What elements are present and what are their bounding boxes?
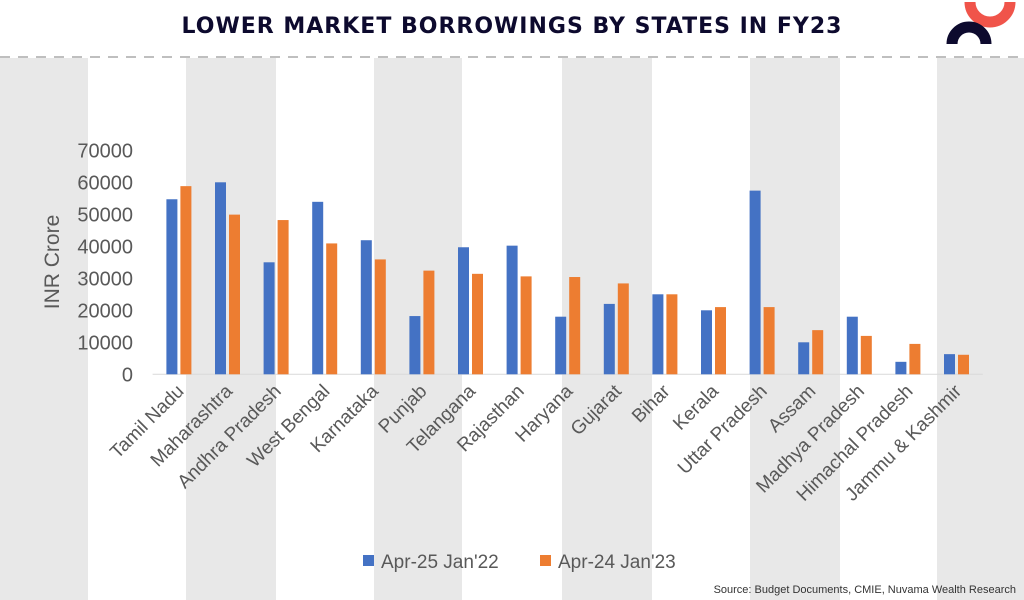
bar-series1 [409,316,421,375]
chart-title: LOWER MARKET BORROWINGS BY STATES IN FY2… [181,14,843,39]
bar-series2 [326,243,338,375]
bar-series1 [312,201,324,375]
bar-series1 [506,245,518,375]
background-band [937,58,1024,600]
bar-series2 [860,335,872,375]
y-tick-label: 70000 [77,140,133,162]
legend-label: Apr-25 Jan'22 [381,552,499,573]
y-tick-label: 50000 [77,204,133,226]
bar-series2 [763,307,775,375]
source-note: Source: Budget Documents, CMIE, Nuvama W… [713,584,1016,596]
bar-series2 [715,307,726,375]
bar-series2 [812,330,824,375]
y-tick-label: 30000 [77,268,133,290]
background-band [750,58,840,600]
bar-series2 [277,220,289,375]
bar-series1 [215,182,226,375]
background-band [276,58,374,600]
y-tick-label: 20000 [77,300,133,322]
bar-series2 [909,343,921,375]
legend-label: Apr-24 Jan'23 [558,552,676,573]
y-tick-label: 0 [122,364,133,386]
y-tick-label: 60000 [77,172,133,194]
y-tick-label: 10000 [77,332,133,354]
legend-swatch [363,555,374,566]
bar-series2 [423,270,435,375]
bar-series1 [895,361,907,375]
bar-series2 [229,214,240,375]
logo-red-arc [964,1,1016,28]
legend-swatch [540,555,551,566]
bar-series1 [701,310,712,375]
bar-series1 [458,247,469,375]
bar-series1 [263,262,275,375]
bar-series1 [360,240,372,375]
y-axis-label: INR Crore [41,215,64,310]
bar-series2 [666,294,678,375]
logo [946,1,1016,45]
bar-series2 [520,276,532,375]
bar-series1 [555,316,567,375]
logo-dark-arc [946,21,992,45]
bar-series2 [472,273,483,375]
y-tick-label: 40000 [77,236,133,258]
background-band [0,58,88,600]
bar-series1 [846,316,858,375]
bar-series1 [798,342,810,375]
bar-series2 [958,354,969,375]
bar-series1 [652,294,664,375]
bar-series2 [180,186,192,375]
bar-series1 [944,354,955,375]
bar-series1 [166,199,178,375]
bar-series2 [569,277,581,375]
bar-series1 [749,190,761,375]
bar-series1 [603,303,615,375]
bar-series2 [617,283,629,375]
bar-series2 [374,259,386,375]
